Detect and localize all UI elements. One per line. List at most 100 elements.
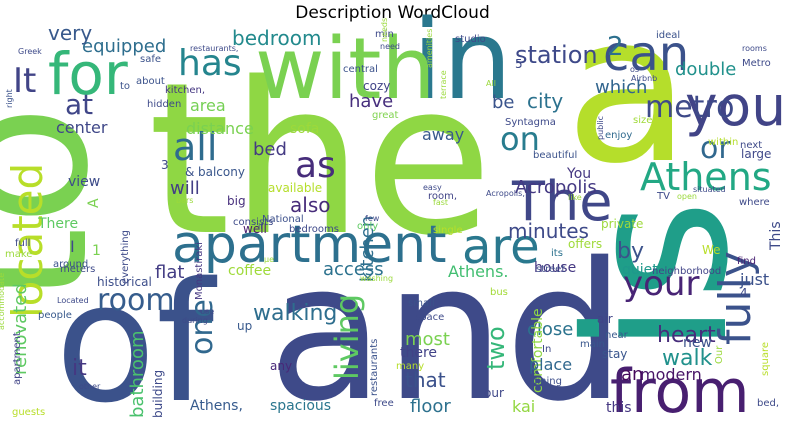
cloud-word: our xyxy=(484,386,504,400)
cloud-word: All xyxy=(486,79,496,88)
cloud-word: which xyxy=(595,77,647,98)
cloud-word: have xyxy=(349,91,393,112)
cloud-word: rooms xyxy=(742,44,767,53)
cloud-word: away xyxy=(422,125,464,144)
cloud-word: modern xyxy=(640,365,702,384)
cloud-word: from xyxy=(610,357,750,423)
cloud-word: This xyxy=(768,221,784,251)
cloud-word: use xyxy=(200,307,214,316)
cloud-word: a xyxy=(565,0,691,209)
cloud-word: & xyxy=(185,165,194,179)
cloud-word: people xyxy=(38,310,72,321)
cloud-word: 1 xyxy=(92,243,101,259)
cloud-word: it xyxy=(72,356,87,381)
cloud-word: apartment. xyxy=(12,329,23,385)
cloud-word: right xyxy=(5,89,14,108)
cloud-word: bed, xyxy=(757,398,779,409)
cloud-word: Athens xyxy=(640,155,772,199)
cloud-word: terrace xyxy=(439,70,448,99)
cloud-word: few xyxy=(365,214,380,223)
cloud-word: any xyxy=(270,359,292,373)
cloud-word: many xyxy=(396,361,424,372)
cloud-word: make xyxy=(5,249,32,260)
cloud-word: about xyxy=(136,76,165,87)
cloud-word: I xyxy=(70,237,75,256)
cloud-word: close xyxy=(527,319,573,340)
cloud-word: needs xyxy=(380,18,389,42)
cloud-word: private xyxy=(601,217,643,231)
cloud-word: view xyxy=(68,174,100,190)
cloud-word: National xyxy=(262,214,304,225)
cloud-word: for xyxy=(48,40,128,108)
cloud-word: 4 xyxy=(740,286,748,300)
cloud-word: 2 xyxy=(607,32,624,62)
cloud-word: located xyxy=(3,163,52,318)
cloud-word: minutes xyxy=(508,219,589,243)
cloud-word: is xyxy=(544,199,771,355)
cloud-word: also xyxy=(290,193,330,217)
cloud-word: its xyxy=(551,248,563,259)
cloud-word: bedroom xyxy=(232,26,321,50)
cloud-word: find xyxy=(737,256,756,267)
cloud-word: center xyxy=(56,118,108,137)
cloud-word: floor xyxy=(410,396,451,417)
cloud-word: station xyxy=(515,41,598,69)
cloud-word: central xyxy=(343,64,378,75)
cloud-word: Syntagma xyxy=(505,117,556,128)
cloud-word: bus xyxy=(490,287,508,298)
cloud-word: Airbnb xyxy=(631,74,657,83)
cloud-word: kitchen, xyxy=(165,85,205,96)
cloud-word: stay xyxy=(602,347,627,361)
cloud-word: μe xyxy=(264,255,274,264)
cloud-word: kitchen xyxy=(357,216,378,282)
cloud-word: very xyxy=(48,21,92,45)
cloud-word: great xyxy=(372,110,399,121)
cloud-word: living xyxy=(328,294,366,380)
cloud-word: safe xyxy=(140,54,161,65)
cloud-word: Monastiraki xyxy=(194,242,205,300)
cloud-word: well xyxy=(243,222,267,236)
cloud-word: or xyxy=(700,131,731,166)
cloud-word: where xyxy=(739,197,770,208)
cloud-word: restaurants, xyxy=(190,44,238,53)
cloud-word: TV xyxy=(656,191,670,202)
cloud-word: Metro xyxy=(742,58,771,69)
cloud-word: around xyxy=(53,259,88,270)
cloud-word: dining xyxy=(531,376,562,387)
cloud-word: that xyxy=(405,368,446,392)
cloud-word: heart xyxy=(657,323,716,348)
cloud-word: place xyxy=(529,355,572,374)
cloud-word: hidden xyxy=(147,99,181,110)
cloud-word: to xyxy=(120,81,130,92)
cloud-word: A xyxy=(86,198,102,208)
cloud-word: during xyxy=(182,316,208,325)
cloud-word: beautiful xyxy=(533,150,577,161)
cloud-word: offers xyxy=(568,237,602,251)
cloud-word: the xyxy=(148,37,493,282)
cloud-word: fast xyxy=(433,198,448,207)
cloud-word: 5 xyxy=(515,57,523,71)
cloud-word: balcony xyxy=(198,165,245,179)
cloud-word: Acropolis, xyxy=(486,189,525,198)
cloud-word: of xyxy=(55,247,218,423)
cloud-word: Athens, xyxy=(190,398,243,414)
cloud-word: this xyxy=(606,400,632,416)
cloud-word: renovated xyxy=(10,283,31,375)
cloud-word: consists xyxy=(233,217,273,228)
cloud-word: double xyxy=(675,59,736,80)
cloud-word: has xyxy=(178,43,242,84)
cloud-word: be xyxy=(492,92,515,113)
cloud-word: equipped xyxy=(82,36,166,57)
wordcloud-title: Description WordCloud xyxy=(295,3,490,23)
cloud-word: enjoy xyxy=(605,130,632,141)
cloud-word: fully xyxy=(710,251,761,345)
cloud-word: room, xyxy=(428,191,457,202)
cloud-word: full xyxy=(15,238,30,249)
cloud-word: Located xyxy=(57,296,89,305)
cloud-word: The xyxy=(511,170,612,233)
cloud-word: flat xyxy=(155,262,184,283)
cloud-word: building xyxy=(151,370,165,418)
cloud-word: accommodate xyxy=(0,273,6,330)
cloud-word: cozy xyxy=(363,79,390,93)
